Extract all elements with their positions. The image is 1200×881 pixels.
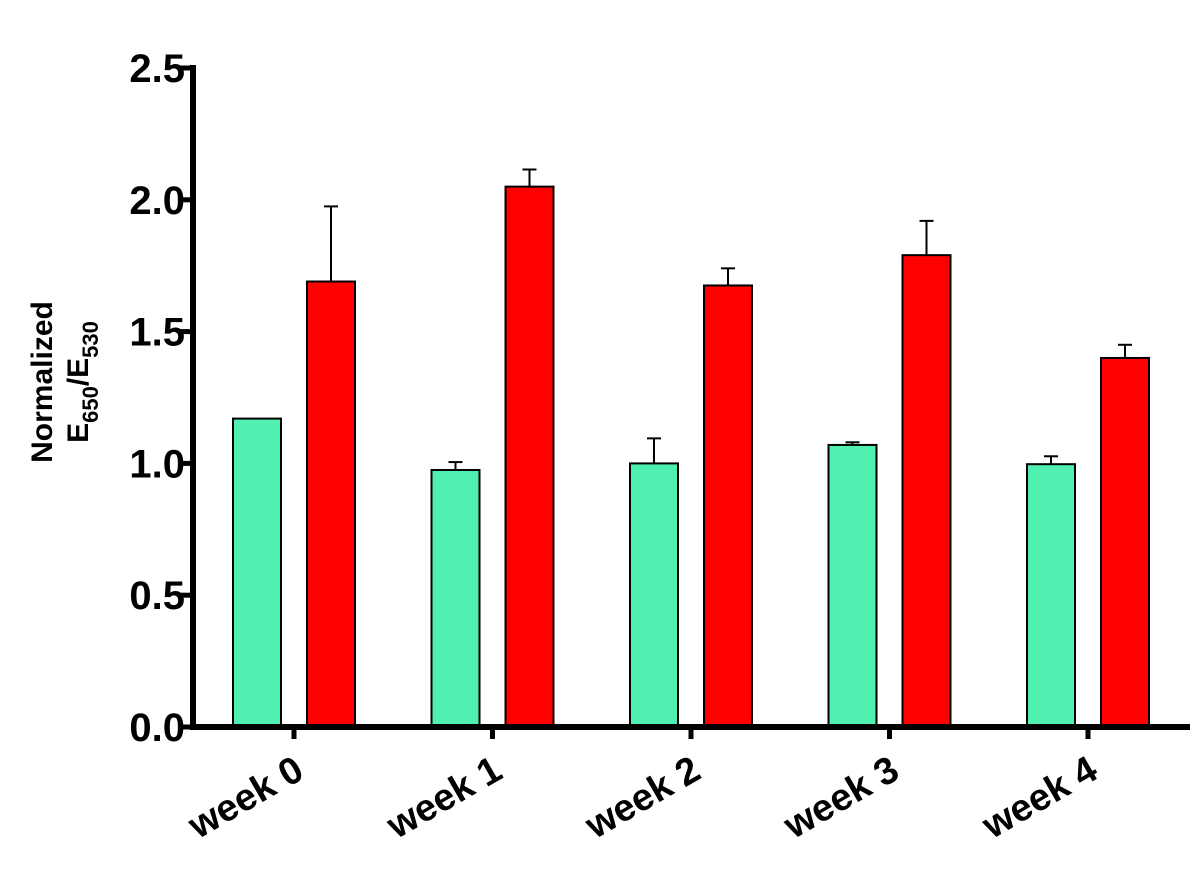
y-tick-label: 0.5: [129, 574, 185, 618]
bar: [703, 284, 753, 728]
y-tick-label: 2.0: [129, 179, 185, 223]
y-tick-label: 2.5: [129, 47, 185, 91]
bar: [1026, 463, 1076, 728]
y-axis-label-line1: Normalized: [26, 301, 59, 463]
bar: [430, 468, 481, 728]
y-tick-label: 1.0: [129, 442, 185, 486]
x-tick-label: week 0: [181, 748, 311, 847]
x-tick-label: week 1: [379, 748, 509, 847]
y-axis-label-line2: E650/E530: [62, 321, 103, 443]
bar: [901, 254, 952, 728]
bar: [306, 280, 356, 728]
y-axis-label: Normalized E650/E530: [26, 301, 103, 463]
x-tick-labels-layer: week 0 week 1 week 2 week 3 week 4: [181, 748, 1105, 847]
y-tick-label: 1.5: [129, 311, 185, 355]
bar: [232, 417, 282, 728]
bar: [504, 185, 555, 728]
bars-layer: [232, 185, 1150, 728]
bar: [827, 443, 878, 728]
y-tick-label: 0.0: [129, 706, 185, 750]
bar: [629, 462, 679, 728]
y-ticks-layer: 0.0 0.5 1.0 1.5 2.0 2.5: [129, 47, 193, 750]
bar: [1100, 356, 1150, 728]
x-tick-label: week 2: [578, 748, 708, 847]
x-tick-label: week 3: [776, 748, 906, 847]
x-tick-label: week 4: [975, 748, 1105, 847]
axes-layer: [190, 65, 1190, 739]
error-bars-layer: [324, 168, 1132, 470]
